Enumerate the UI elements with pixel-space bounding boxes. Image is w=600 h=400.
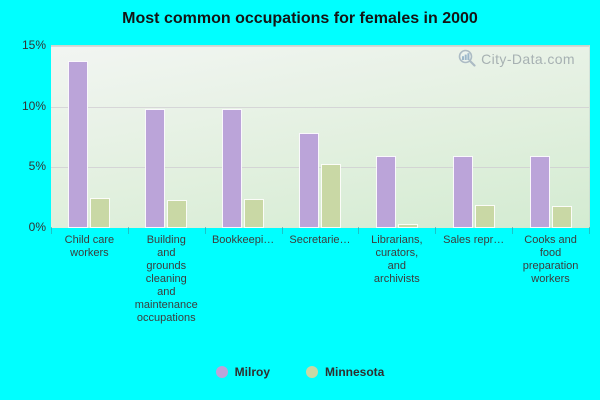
watermark: City-Data.com	[458, 49, 575, 68]
legend-item-milroy: Milroy	[215, 365, 270, 379]
legend-swatch-milroy	[215, 366, 228, 378]
legend: Milroy Minnesota	[0, 363, 600, 381]
x-axis-label-line: maintenance	[134, 299, 198, 311]
x-axis-label-line: workers	[531, 273, 570, 285]
plot-area	[51, 45, 590, 228]
bar-milroy	[145, 109, 166, 228]
bar-minnesota	[397, 224, 418, 228]
x-axis-label-line: Cooks and	[524, 234, 577, 246]
y-axis-tick-label: 15%	[21, 38, 46, 52]
x-axis-tick	[204, 227, 206, 234]
bar-milroy	[299, 133, 319, 228]
bar-minnesota	[474, 204, 495, 228]
x-axis-category-label: Child care workers	[51, 234, 128, 260]
x-axis-category-label: Librarians, curators, and archivists	[358, 234, 435, 286]
x-axis-label-line: archivists	[373, 273, 420, 285]
bar-milroy	[529, 156, 550, 228]
x-axis-label-line: grounds	[146, 260, 187, 272]
chart-title: Most common occupations for females in 2…	[122, 10, 478, 27]
x-axis-tick	[589, 227, 590, 234]
gridline	[51, 46, 589, 47]
legend-label-minnesota: Minnesota	[325, 365, 385, 379]
bar-minnesota	[321, 163, 341, 228]
x-axis-tick	[512, 227, 514, 234]
x-axis-tick	[281, 227, 283, 234]
x-axis-label-line: and	[387, 260, 407, 272]
legend-label-milroy: Milroy	[234, 365, 270, 379]
bar-milroy	[375, 156, 396, 228]
bar-milroy	[452, 156, 473, 228]
bar-minnesota	[90, 197, 111, 228]
legend-item-minnesota: Minnesota	[306, 365, 384, 379]
x-axis-label-line: and	[157, 286, 176, 298]
x-axis-label-line: curators,	[375, 247, 419, 259]
y-axis-tick-label: 5%	[28, 159, 46, 174]
x-axis-tick	[358, 227, 360, 234]
legend-swatch-minnesota	[306, 366, 318, 378]
gridline	[51, 106, 589, 108]
x-axis-label-line: cleaning	[145, 273, 187, 285]
x-axis-label-line: Sales repr…	[443, 234, 505, 246]
x-axis-label-line: preparation	[522, 260, 579, 272]
x-axis-tick	[435, 227, 437, 234]
x-axis-category-label: Bookkeepi…	[205, 234, 282, 247]
x-axis-label-line: Bookkeepi…	[211, 234, 275, 246]
bar-minnesota	[167, 200, 188, 228]
y-axis-tick-label: 10%	[21, 98, 46, 113]
x-axis-tick	[127, 227, 129, 234]
x-axis-tick	[51, 227, 52, 234]
x-axis-label-line: Building	[146, 234, 186, 246]
x-axis-category-label: Building and grounds cleaning and maintenance…	[128, 234, 205, 325]
city-data-logo-icon	[458, 49, 476, 67]
x-axis-label-line: occupations	[136, 312, 196, 324]
y-axis-tick-label: 0%	[28, 220, 46, 234]
x-axis-category-label: Cooks and food preparation workers	[512, 234, 589, 286]
x-axis-label-line: Librarians,	[371, 234, 423, 246]
x-axis-category-label: Sales repr…	[435, 234, 512, 247]
x-axis-label-line: food	[539, 247, 562, 259]
bar-minnesota	[244, 198, 265, 228]
bar-milroy	[68, 60, 89, 228]
bar-milroy	[222, 109, 243, 228]
x-axis-label-line: Secretarie…	[289, 234, 351, 246]
x-axis-label-line: Child care	[64, 234, 115, 246]
watermark-text: City-Data.com	[481, 50, 575, 67]
gridline	[51, 167, 589, 169]
bar-minnesota	[551, 206, 572, 228]
x-axis-category-label: Secretarie…	[282, 234, 359, 247]
x-axis-label-line: workers	[70, 247, 109, 259]
x-axis-label-line: and	[157, 247, 176, 259]
